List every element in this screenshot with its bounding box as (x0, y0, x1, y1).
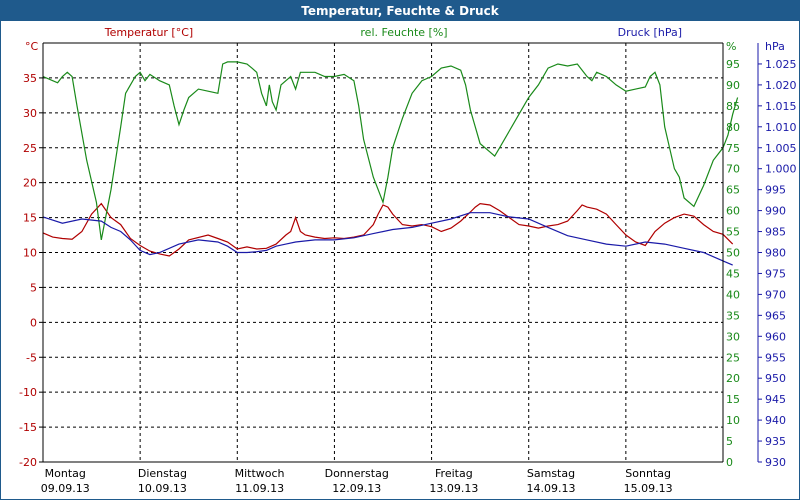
x-day-label: Samstag (527, 467, 575, 480)
pressure-tick-label: 1.020 (765, 79, 797, 92)
plot-area (42, 61, 739, 266)
pressure-axis-title: Druck [hPa] (618, 26, 682, 39)
pressure-tick-label: 940 (765, 414, 786, 427)
pressure-tick-label: 955 (765, 351, 786, 364)
pressure-tick-label: 990 (765, 205, 786, 218)
humidity-tick-label: 65 (726, 184, 740, 197)
pressure-tick-label: 1.000 (765, 163, 797, 176)
axis-labels: -20 -15 -10 -5 0 5 10 15 20 25 30 35 °C 0 5 10 15 20 25 30 3… (19, 26, 796, 495)
temperature-tick-label: 30 (23, 107, 37, 120)
pressure-tick-label: 1.005 (765, 142, 797, 155)
temperature-tick-label: 5 (30, 281, 37, 294)
x-date-label: 12.09.13 (332, 482, 381, 495)
temperature-tick-label: 10 (23, 247, 37, 260)
x-day-label: Donnerstag (325, 467, 389, 480)
temperature-tick-label: -10 (19, 386, 37, 399)
temperature-tick-label: 25 (23, 142, 37, 155)
temperature-tick-label: -5 (26, 351, 37, 364)
x-day-label: Montag (45, 467, 86, 480)
x-date-label: 15.09.13 (624, 482, 673, 495)
humidity-tick-label: 50 (726, 247, 740, 260)
temperature-tick-label: -20 (19, 456, 37, 469)
temperature-tick-label: 15 (23, 212, 37, 225)
humidity-tick-label: 60 (726, 205, 740, 218)
axes (39, 42, 762, 463)
humidity-tick-label: 5 (726, 435, 733, 448)
pressure-tick-label: 965 (765, 309, 786, 322)
humidity-tick-label: 10 (726, 414, 740, 427)
humidity-tick-label: 90 (726, 79, 740, 92)
humidity-tick-label: 55 (726, 226, 740, 239)
x-day-label: Sonntag (625, 467, 671, 480)
pressure-tick-label: 1.025 (765, 58, 797, 71)
pressure-tick-label: 985 (765, 226, 786, 239)
pressure-tick-label: 930 (765, 456, 786, 469)
weather-chart: -20 -15 -10 -5 0 5 10 15 20 25 30 35 °C 0 5 10 15 20 25 30 3… (19, 26, 796, 495)
temperature-tick-label: 35 (23, 72, 37, 85)
temperature-axis-title: Temperatur [°C] (104, 26, 193, 39)
humidity-tick-label: 75 (726, 142, 740, 155)
pressure-tick-label: 970 (765, 288, 786, 301)
temperature-tick-label: 20 (23, 177, 37, 190)
humidity-tick-label: 20 (726, 372, 740, 385)
pressure-tick-label: 935 (765, 435, 786, 448)
x-date-label: 13.09.13 (429, 482, 478, 495)
humidity-tick-label: 40 (726, 288, 740, 301)
series-line-pressure (42, 212, 733, 266)
x-date-label: 11.09.13 (235, 482, 284, 495)
humidity-tick-label: 25 (726, 351, 740, 364)
humidity-tick-label: 30 (726, 330, 740, 343)
x-day-label: Dienstag (138, 467, 187, 480)
pressure-tick-label: 995 (765, 184, 786, 197)
pressure-tick-label: 950 (765, 372, 786, 385)
humidity-tick-label: 85 (726, 100, 740, 113)
humidity-unit: % (726, 40, 736, 53)
series-line-humidity (42, 61, 739, 241)
series-line-temperature (42, 202, 734, 257)
pressure-tick-label: 960 (765, 330, 786, 343)
x-date-label: 09.09.13 (41, 482, 90, 495)
temperature-tick-label: -15 (19, 421, 37, 434)
x-day-label: Freitag (435, 467, 473, 480)
chart-title: Temperatur, Feuchte & Druck (1, 1, 799, 21)
x-date-label: 14.09.13 (527, 482, 576, 495)
humidity-tick-label: 15 (726, 393, 740, 406)
humidity-tick-label: 45 (726, 267, 740, 280)
x-day-label: Mittwoch (235, 467, 285, 480)
pressure-tick-label: 1.015 (765, 100, 797, 113)
temperature-tick-label: 0 (30, 316, 37, 329)
x-date-label: 10.09.13 (138, 482, 187, 495)
temperature-unit: °C (25, 40, 39, 53)
pressure-unit: hPa (765, 40, 785, 53)
pressure-tick-label: 1.010 (765, 121, 797, 134)
humidity-tick-label: 95 (726, 58, 740, 71)
humidity-tick-label: 80 (726, 121, 740, 134)
humidity-tick-label: 70 (726, 163, 740, 176)
pressure-tick-label: 980 (765, 247, 786, 260)
humidity-tick-label: 0 (726, 456, 733, 469)
humidity-tick-label: 35 (726, 309, 740, 322)
humidity-axis-title: rel. Feuchte [%] (360, 26, 447, 39)
pressure-tick-label: 975 (765, 267, 786, 280)
pressure-tick-label: 945 (765, 393, 786, 406)
